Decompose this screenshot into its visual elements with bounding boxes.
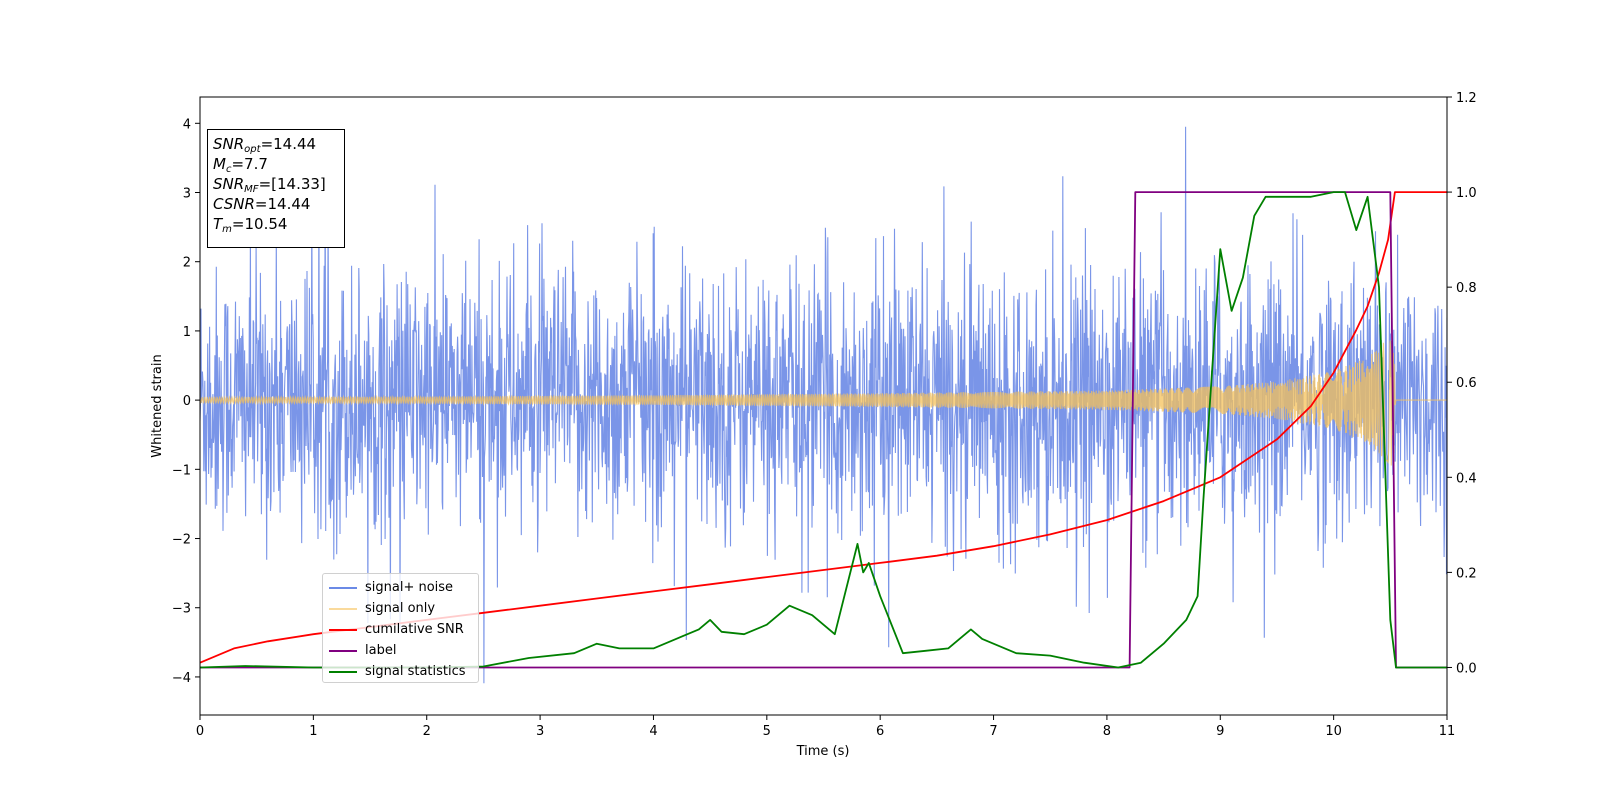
legend-label: cumilative SNR — [365, 622, 464, 637]
y-tick-label: −2 — [172, 533, 191, 548]
y-tick-label: 2 — [183, 256, 191, 271]
annotation-value: =7.7 — [231, 155, 268, 173]
series-signal-statistics — [200, 191, 1447, 669]
annotation-symbol: CSNR — [213, 195, 255, 213]
annotation-line: CSNR=14.44 — [213, 194, 339, 214]
y2-tick-label: 1.0 — [1456, 186, 1477, 201]
annotation-line: Tm=10.54 — [213, 214, 339, 235]
y-tick-label: −1 — [172, 463, 191, 478]
legend-item: signal statistics — [329, 661, 472, 682]
annotation-value: =10.54 — [231, 215, 288, 233]
y2-tick-label: 0.2 — [1456, 566, 1477, 581]
legend-item: label — [329, 640, 472, 661]
annotation-symbol: SNR — [213, 175, 245, 193]
y2-tick-label: 0.4 — [1456, 471, 1477, 486]
annotation-line: SNRopt=14.44 — [213, 134, 339, 155]
y-tick-label: 0 — [183, 394, 191, 409]
legend: signal+ noise signal only cumilative SNR la… — [322, 573, 479, 683]
annotation-line: Mc=7.7 — [213, 154, 339, 175]
legend-item: cumilative SNR — [329, 619, 472, 640]
y-tick-label: 3 — [183, 187, 191, 202]
annotation-symbol: M — [213, 155, 226, 173]
y2-tick-label: 1.2 — [1456, 91, 1477, 106]
legend-swatch — [329, 607, 357, 610]
x-tick-label: 1 — [309, 724, 317, 739]
plot-frame — [199, 96, 1448, 716]
y-axis-right: 1.2 1.0 0.8 0.6 0.4 0.2 0.0 — [1447, 91, 1477, 676]
legend-swatch — [329, 649, 357, 652]
legend-item: signal only — [329, 598, 472, 619]
y-axis-left: 4 3 2 1 0 −1 −2 −3 −4 — [172, 117, 200, 686]
legend-label: signal+ noise — [365, 580, 454, 595]
y-tick-label: −4 — [172, 671, 191, 686]
x-tick-label: 5 — [763, 724, 771, 739]
x-tick-label: 7 — [989, 724, 997, 739]
annotation-value: =14.44 — [254, 195, 311, 213]
annotation-subscript: opt — [244, 144, 261, 155]
x-axis-label: Time (s) — [796, 744, 850, 759]
stats-annotation-box: SNRopt=14.44 Mc=7.7 SNRMF=[14.33] CSNR=14.4… — [207, 129, 345, 248]
y2-tick-label: 0.8 — [1456, 281, 1477, 296]
annotation-symbol: T — [213, 215, 223, 233]
x-tick-label: 11 — [1439, 724, 1456, 739]
annotation-line: SNRMF=[14.33] — [213, 174, 339, 195]
legend-swatch — [329, 670, 357, 673]
x-tick-label: 2 — [423, 724, 431, 739]
legend-swatch — [329, 586, 357, 589]
x-tick-label: 8 — [1103, 724, 1111, 739]
legend-item: signal+ noise — [329, 577, 472, 598]
y-axis-label: Whitened strain — [150, 354, 165, 457]
annotation-value: =[14.33] — [258, 175, 326, 193]
x-tick-label: 6 — [876, 724, 884, 739]
x-tick-label: 9 — [1216, 724, 1224, 739]
legend-label: signal statistics — [365, 664, 466, 679]
y-tick-label: 4 — [183, 117, 191, 132]
annotation-subscript: m — [222, 224, 232, 235]
legend-label: label — [365, 643, 397, 658]
y-tick-label: −3 — [172, 602, 191, 617]
series-signal-only — [200, 333, 1447, 466]
annotation-value: =14.44 — [260, 135, 317, 153]
annotation-symbol: SNR — [213, 135, 245, 153]
x-tick-label: 10 — [1325, 724, 1342, 739]
x-tick-label: 0 — [196, 724, 204, 739]
x-tick-label: 4 — [649, 724, 657, 739]
x-tick-label: 3 — [536, 724, 544, 739]
y2-tick-label: 0.6 — [1456, 376, 1477, 391]
legend-label: signal only — [365, 601, 436, 616]
y-tick-label: 1 — [183, 325, 191, 340]
legend-swatch — [329, 628, 357, 631]
annotation-subscript: c — [225, 164, 232, 175]
x-axis: 0 1 2 3 4 5 6 7 8 9 10 11 — [196, 715, 1455, 739]
y2-tick-label: 0.0 — [1456, 661, 1477, 676]
annotation-subscript: MF — [244, 184, 259, 195]
